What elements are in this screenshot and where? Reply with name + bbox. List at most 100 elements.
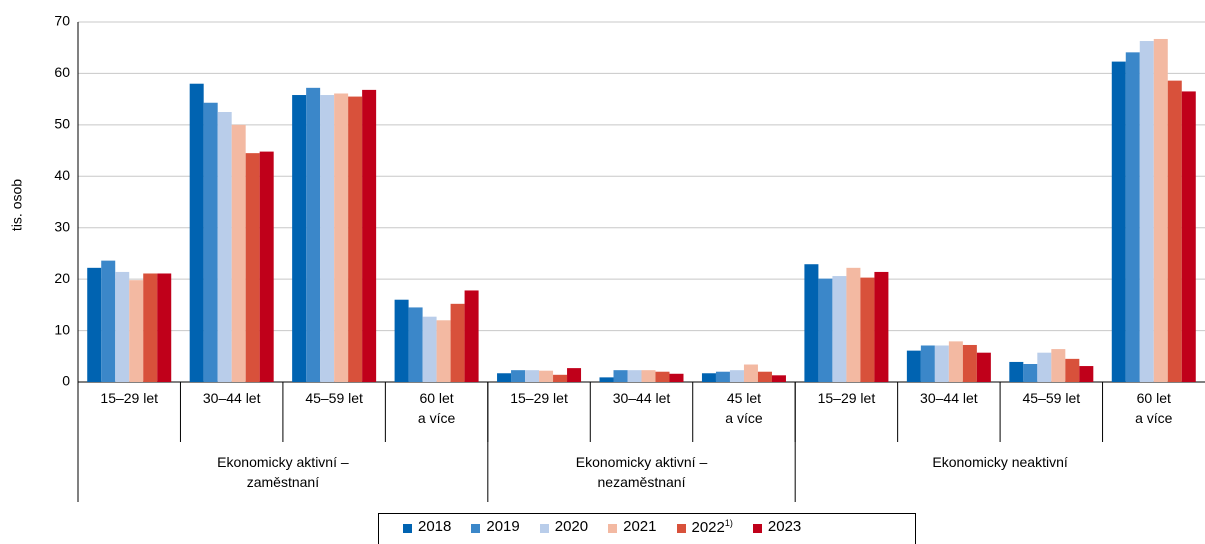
legend-swatch <box>403 524 412 533</box>
bar <box>129 280 144 382</box>
bar <box>948 341 963 382</box>
bar <box>1009 361 1024 382</box>
bar <box>976 352 991 382</box>
legend-label: 2023 <box>767 518 802 535</box>
bar <box>408 307 423 382</box>
bar <box>231 124 246 382</box>
legend-label: 2018 <box>418 518 452 535</box>
bar <box>771 375 786 382</box>
bar <box>599 377 614 382</box>
bar <box>1037 352 1052 382</box>
bar <box>1153 38 1168 382</box>
x-tick-label: 60 let a více <box>1135 390 1173 426</box>
x-tick-label: 45–59 let <box>305 390 363 406</box>
legend-swatch <box>676 524 686 533</box>
bar <box>422 316 437 382</box>
legend-label: 2021 <box>623 518 657 535</box>
legend-note: 1) <box>724 518 733 528</box>
bar <box>920 345 935 382</box>
legend-label: 2020 <box>554 518 589 535</box>
bar <box>613 370 628 382</box>
bar <box>860 277 875 382</box>
y-tick-label: 20 <box>54 270 70 286</box>
bar <box>143 273 158 382</box>
x-tick-label: 60 let a více <box>417 390 456 426</box>
bar <box>189 83 204 382</box>
bar <box>962 344 977 382</box>
bar <box>306 87 321 382</box>
bar <box>743 364 758 382</box>
bar <box>846 267 861 382</box>
bar <box>669 373 684 382</box>
legend-item: 2018 <box>403 518 451 544</box>
y-tick-label: 60 <box>54 64 70 80</box>
bar <box>1023 364 1038 382</box>
bar <box>450 303 465 382</box>
bar <box>87 267 102 382</box>
legend-item: 2023 <box>752 518 802 544</box>
bar <box>874 271 889 382</box>
bar <box>729 370 744 382</box>
bar <box>497 373 512 382</box>
y-axis-title: tis. osob <box>9 179 25 231</box>
legend-item: 2021 <box>608 518 657 544</box>
bar <box>1181 91 1196 382</box>
bar <box>553 374 568 382</box>
group-label: Ekonomicky aktivní – nezaměstnaní <box>575 454 708 490</box>
x-tick-label: 15–29 let <box>510 390 568 406</box>
y-tick-label: 30 <box>54 218 70 234</box>
y-tick-label: 70 <box>54 13 70 29</box>
legend-item: 2019 <box>471 518 520 544</box>
x-tick-label: 30–44 let <box>612 390 671 406</box>
bar <box>641 370 656 382</box>
bar <box>701 373 716 382</box>
bar <box>115 271 130 382</box>
bar <box>1125 52 1140 382</box>
bar <box>1167 80 1182 382</box>
bar <box>655 371 670 382</box>
y-tick-label: 50 <box>54 116 70 132</box>
bar <box>627 370 642 382</box>
x-tick-label: 45–59 let <box>1022 390 1081 406</box>
x-tick-label: 15–29 let <box>817 390 876 406</box>
y-tick-label: 0 <box>62 373 70 389</box>
y-tick-label: 10 <box>54 321 70 337</box>
bar <box>292 95 307 383</box>
bar <box>715 371 730 382</box>
bar <box>101 260 116 382</box>
bar <box>464 290 479 382</box>
bar <box>259 151 274 382</box>
bar <box>539 370 554 382</box>
legend: 2018 2019 2020 2021 20221) 2023 <box>378 513 916 544</box>
bar <box>525 370 540 382</box>
legend-label: 2019 <box>486 518 520 535</box>
group-label: Ekonomicky aktivní – zaměstnaní <box>217 454 349 490</box>
bar <box>1065 358 1080 382</box>
bar <box>567 368 582 382</box>
legend-item: 20221) <box>676 518 733 544</box>
legend-swatch <box>471 524 481 533</box>
bar <box>1139 41 1154 383</box>
bar <box>511 370 526 382</box>
bar <box>157 273 172 382</box>
x-tick-label: 30–44 let <box>202 390 261 406</box>
bar <box>1051 349 1066 382</box>
bar <box>804 264 819 382</box>
group-label: Ekonomicky neaktivní <box>932 454 1068 470</box>
bar <box>348 96 363 383</box>
legend-swatch <box>539 524 549 533</box>
bar <box>245 153 260 382</box>
bar <box>818 278 833 382</box>
bar <box>203 102 218 382</box>
bar <box>757 371 772 382</box>
legend-swatch <box>752 524 762 533</box>
bar <box>394 299 409 382</box>
x-tick-label: 15–29 let <box>100 390 159 406</box>
bar <box>334 93 349 382</box>
bar <box>217 112 232 382</box>
bar <box>1079 366 1094 382</box>
legend-label: 20221) <box>691 518 733 536</box>
x-tick-label: 30–44 let <box>920 390 978 406</box>
